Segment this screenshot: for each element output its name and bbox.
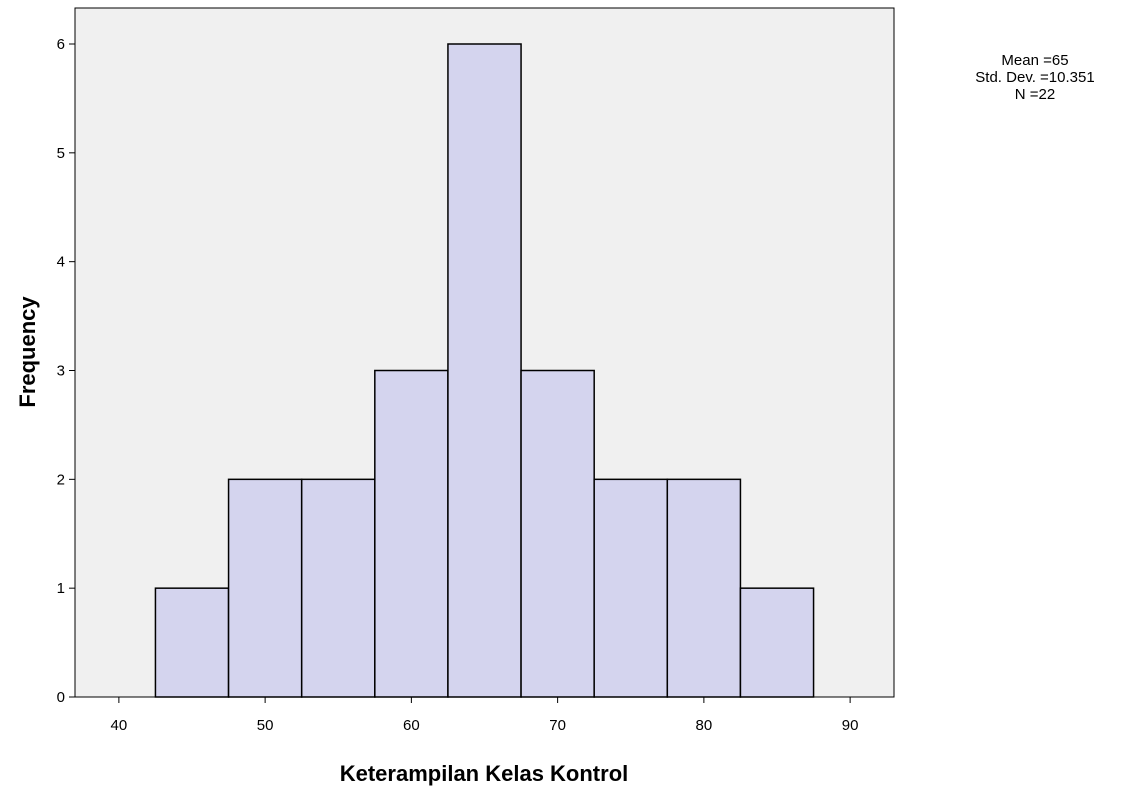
y-tick-label: 1 (57, 580, 65, 597)
x-tick-label: 70 (549, 717, 566, 734)
bars-group (154, 43, 815, 698)
y-tick-label: 2 (57, 471, 65, 488)
histogram-bar (154, 587, 230, 698)
stats-box: Mean =65 Std. Dev. =10.351 N =22 (940, 52, 1130, 103)
stats-mean: Mean =65 (1001, 52, 1069, 69)
x-tick-label: 40 (111, 717, 128, 734)
x-tick-label: 80 (696, 717, 713, 734)
y-tick-label: 6 (57, 36, 65, 53)
stats-n: N =22 (1014, 86, 1056, 103)
histogram-bar (300, 478, 376, 698)
x-axis: 40 50 60 70 80 90 (111, 697, 859, 734)
x-tick-label: 50 (257, 717, 274, 734)
x-axis-title: Keterampilan Kelas Kontrol (340, 761, 629, 786)
x-tick-label: 60 (403, 717, 420, 734)
y-tick-label: 0 (57, 689, 65, 706)
stats-std-dev: Std. Dev. =10.351 (975, 69, 1095, 86)
y-axis: 0 1 2 3 4 5 6 (57, 36, 75, 706)
histogram-bar (593, 478, 669, 698)
histogram-bar (227, 478, 303, 698)
y-tick-label: 3 (57, 363, 65, 380)
histogram-bar (666, 478, 742, 698)
histogram-bar (520, 369, 595, 698)
histogram-bar (447, 43, 522, 698)
y-tick-label: 5 (57, 145, 65, 162)
y-tick-label: 4 (57, 254, 65, 271)
histogram-bar (374, 369, 449, 698)
x-tick-label: 90 (842, 717, 859, 734)
histogram-bar (739, 587, 815, 698)
y-axis-title: Frequency (15, 296, 40, 408)
